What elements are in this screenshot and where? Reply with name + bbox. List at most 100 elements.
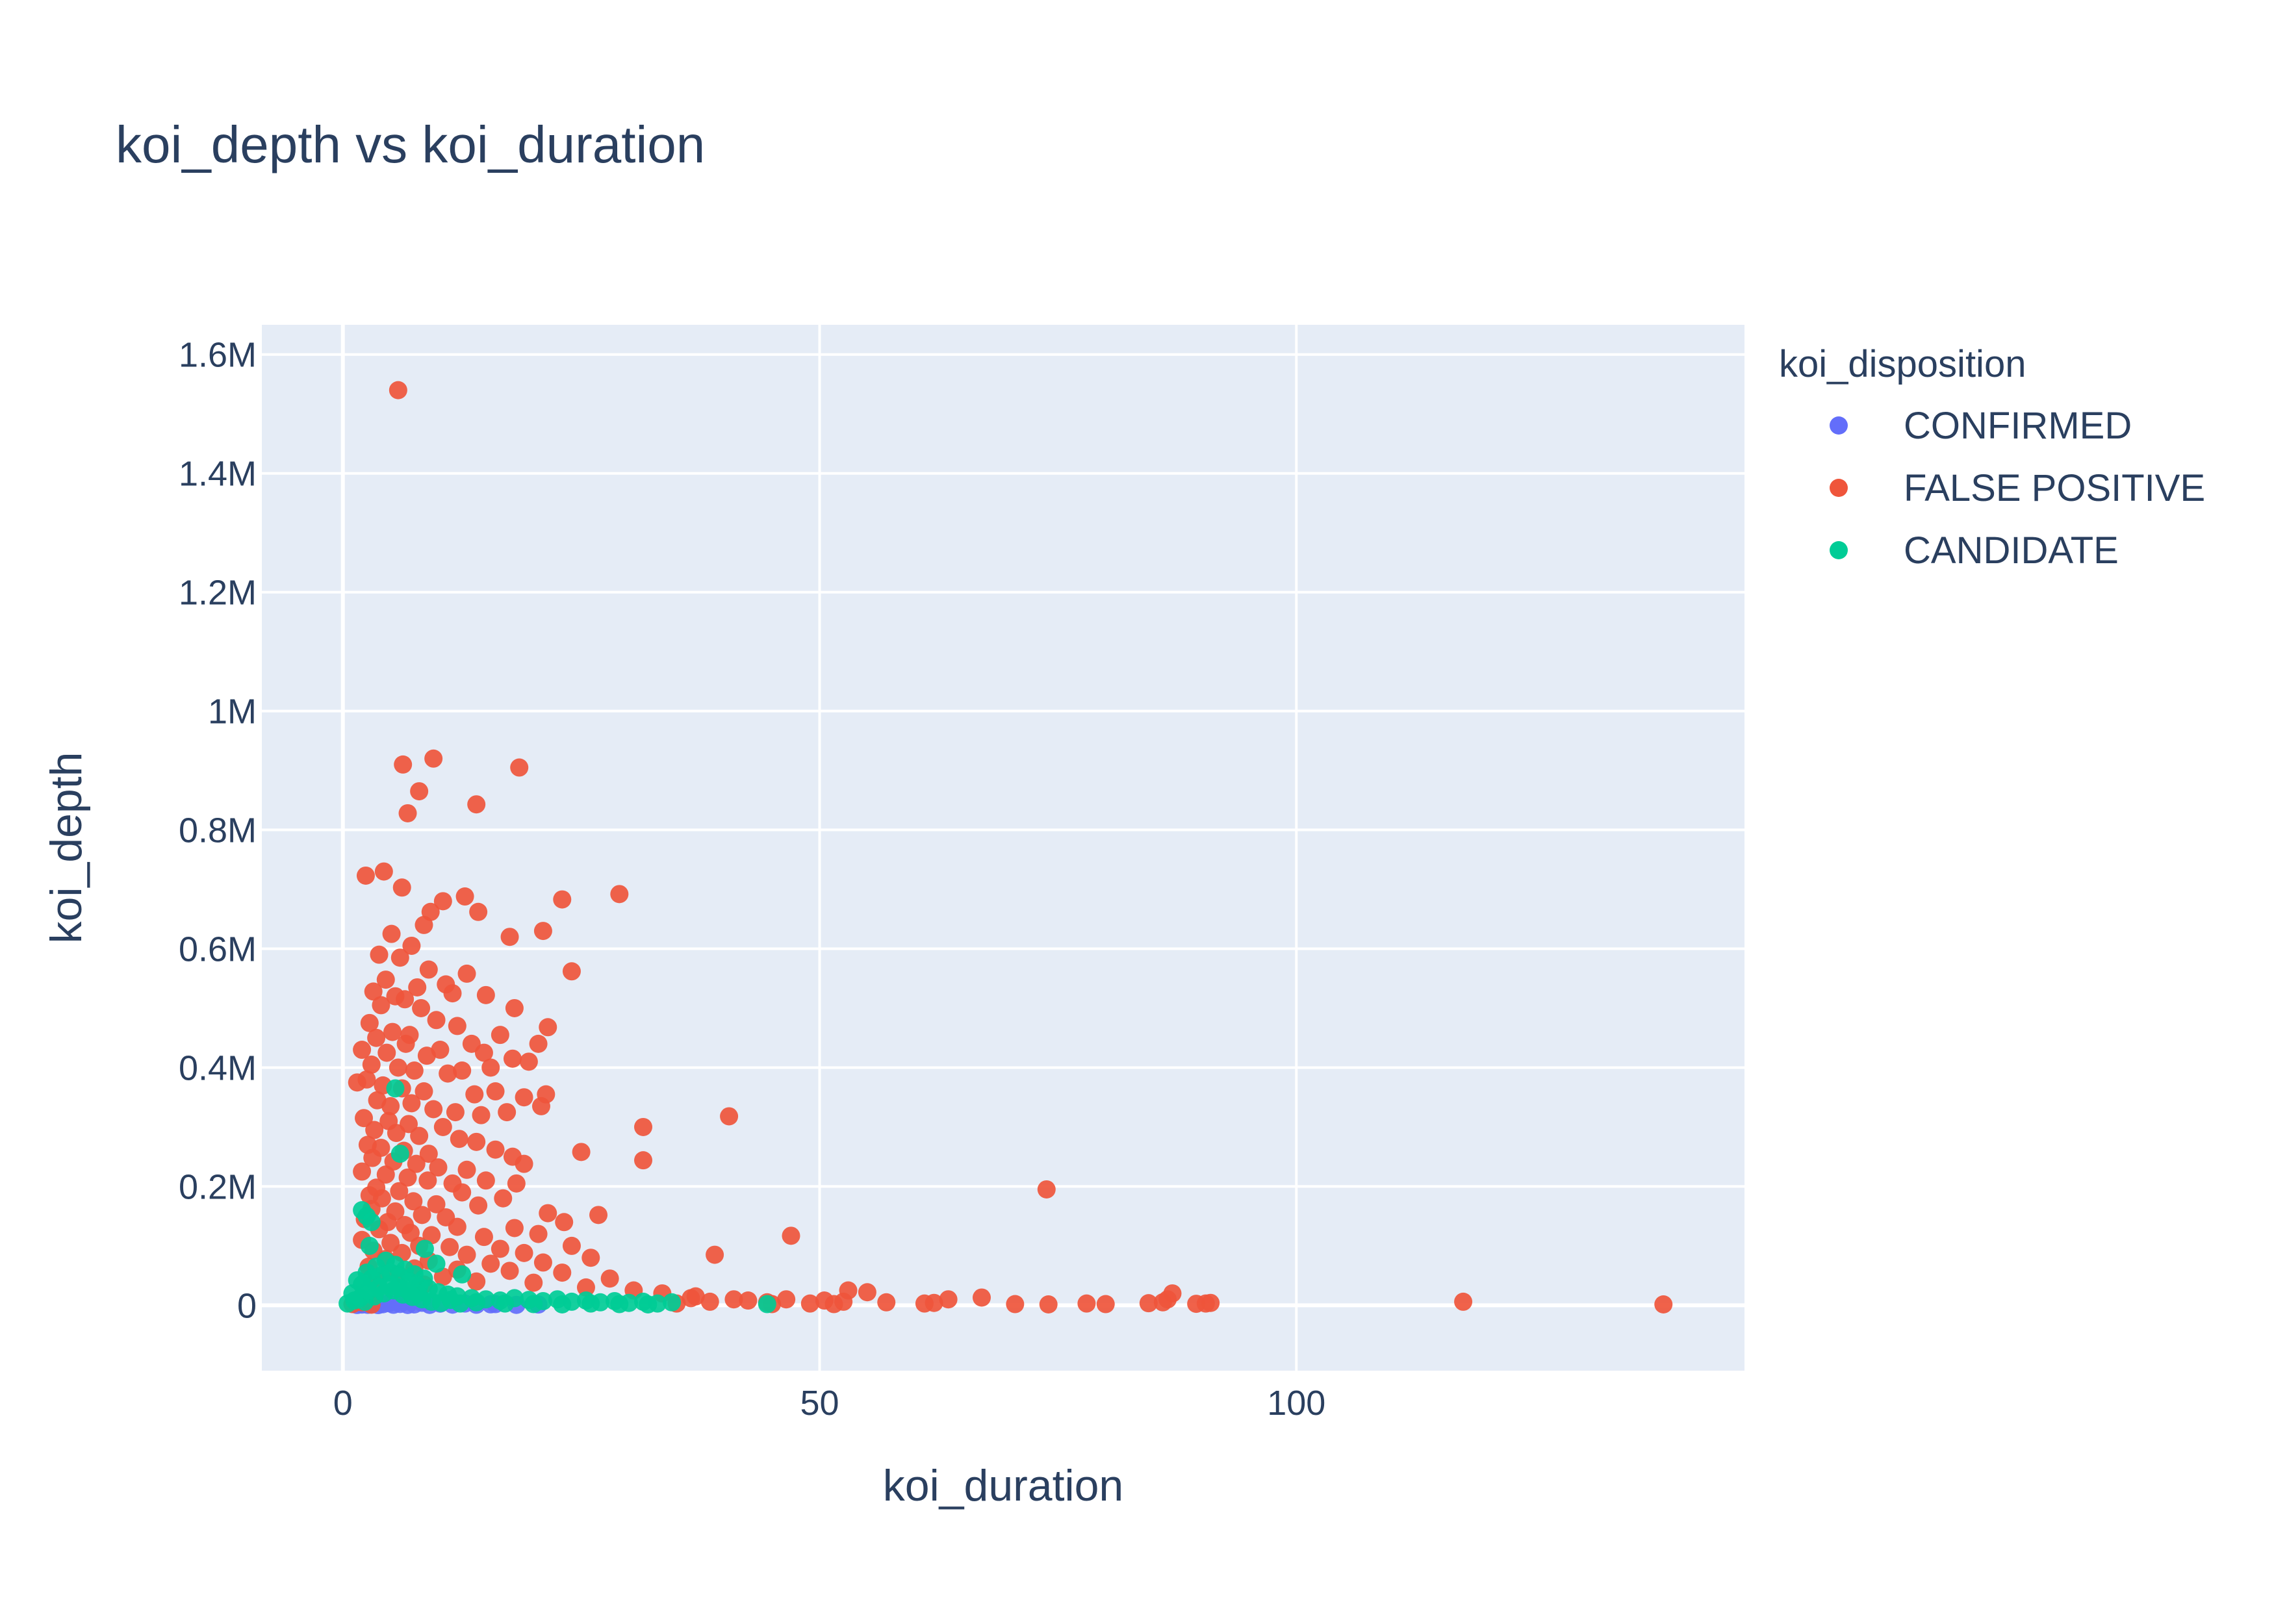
data-point — [396, 1034, 415, 1053]
data-point — [663, 1293, 682, 1312]
data-point — [1654, 1295, 1673, 1314]
data-point — [858, 1283, 876, 1302]
data-point — [515, 1243, 533, 1262]
data-point — [505, 998, 524, 1017]
data-point — [576, 1278, 595, 1297]
data-point — [925, 1293, 943, 1312]
data-point — [1139, 1294, 1158, 1313]
data-point — [383, 1022, 402, 1041]
data-point — [555, 1213, 574, 1232]
legend-title: koi_disposition — [1779, 343, 2026, 385]
data-point — [389, 1058, 407, 1077]
data-point — [600, 1269, 619, 1288]
data-point — [467, 1132, 486, 1151]
data-point — [505, 1219, 524, 1237]
data-point — [706, 1245, 724, 1264]
data-point — [357, 1070, 376, 1089]
data-point — [503, 1049, 522, 1068]
data-point — [524, 1273, 543, 1292]
data-point — [405, 1061, 424, 1080]
legend-item[interactable]: FALSE POSITIVE — [1830, 467, 2205, 509]
chart-title: koi_depth vs koi_duration — [116, 116, 705, 173]
data-point — [515, 1088, 533, 1107]
data-point — [390, 948, 409, 967]
data-point — [486, 1082, 505, 1101]
data-point — [1006, 1295, 1025, 1313]
data-point — [553, 1295, 572, 1314]
data-point — [531, 1097, 550, 1115]
data-point — [377, 1043, 396, 1062]
data-point — [359, 1281, 378, 1300]
data-point — [467, 795, 486, 814]
data-point — [398, 804, 417, 822]
y-tick-label: 0.8M — [179, 811, 257, 850]
data-point — [355, 1109, 374, 1128]
data-point — [834, 1292, 853, 1311]
data-point — [486, 1140, 505, 1159]
legend-label: CONFIRMED — [1904, 405, 2132, 447]
legend-item[interactable]: CANDIDATE — [1830, 529, 2119, 572]
data-point — [1454, 1292, 1473, 1311]
data-point — [412, 998, 431, 1017]
data-point — [415, 1239, 434, 1258]
data-point — [539, 1204, 557, 1223]
data-point — [410, 1126, 429, 1145]
data-point — [510, 758, 529, 777]
data-point — [424, 1100, 443, 1119]
data-point — [610, 1295, 629, 1313]
data-point — [353, 1041, 372, 1059]
data-point — [777, 1290, 796, 1309]
data-point — [500, 928, 519, 946]
data-point — [634, 1151, 653, 1170]
data-point — [720, 1107, 739, 1126]
data-point — [386, 1079, 405, 1098]
y-tick-label: 0 — [237, 1286, 257, 1325]
data-point — [500, 1262, 519, 1280]
data-point — [390, 1182, 409, 1200]
legend-item[interactable]: CONFIRMED — [1830, 405, 2132, 447]
data-point — [396, 990, 415, 1009]
data-point — [498, 1103, 517, 1122]
data-point — [472, 1106, 491, 1124]
data-point — [553, 890, 572, 909]
data-point — [507, 1174, 526, 1193]
data-point — [451, 1294, 470, 1313]
data-point — [1037, 1180, 1056, 1199]
data-point — [363, 1148, 382, 1167]
data-point — [469, 1196, 488, 1215]
data-point — [408, 978, 427, 996]
data-point — [367, 1028, 386, 1047]
series-candidate — [339, 1079, 776, 1314]
x-axis-ticks: 0 50 100 — [333, 1384, 1326, 1423]
data-point — [553, 1263, 572, 1282]
data-point — [407, 1154, 426, 1173]
y-axis-title: koi_depth — [42, 752, 91, 944]
data-point — [370, 945, 389, 964]
x-tick-label: 100 — [1267, 1384, 1325, 1423]
data-point — [1201, 1293, 1220, 1312]
data-point — [800, 1294, 819, 1313]
data-point — [589, 1206, 608, 1224]
data-point — [387, 1124, 405, 1143]
data-point — [415, 915, 433, 934]
data-point — [410, 782, 429, 801]
data-point — [877, 1293, 896, 1312]
data-point — [443, 984, 462, 1003]
data-point — [739, 1291, 758, 1310]
data-point — [700, 1292, 719, 1311]
data-point — [419, 960, 438, 979]
data-point — [413, 1206, 431, 1224]
data-point — [392, 878, 411, 897]
y-tick-label: 0.2M — [179, 1167, 257, 1206]
x-tick-label: 50 — [800, 1384, 839, 1423]
data-point — [372, 996, 390, 1015]
data-point — [634, 1117, 653, 1136]
data-point — [419, 1145, 438, 1163]
data-point — [439, 1064, 457, 1083]
data-point — [1077, 1294, 1096, 1313]
data-point — [408, 1284, 427, 1303]
data-point — [562, 1236, 581, 1255]
data-points — [339, 381, 1673, 1315]
data-point — [356, 866, 375, 885]
data-point — [382, 924, 401, 943]
